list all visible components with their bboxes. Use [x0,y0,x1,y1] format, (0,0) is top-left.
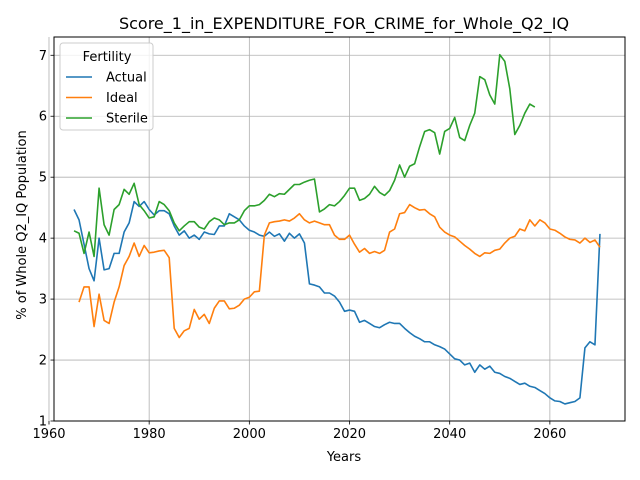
x-axis-label: Years [326,450,362,465]
y-tick-label: 7 [39,49,47,64]
x-axis-ticks: 1960 1980 2000 2020 2040 2060 [32,421,566,442]
y-tick-label: 3 [39,293,47,308]
x-tick-label: 2000 [233,427,266,442]
series-lines [73,53,601,405]
x-tick-label: 2060 [533,427,566,442]
x-tick-label: 2020 [333,427,366,442]
series-line-actual [73,200,601,405]
y-tick-label: 1 [39,415,47,430]
x-tick-label: 1960 [32,427,65,442]
plot-frame [53,36,626,422]
y-axis-ticks: 1 2 3 4 5 6 7 [39,49,54,430]
x-tick-label: 2040 [433,427,466,442]
chart-title: Score_1_in_EXPENDITURE_FOR_CRIME_for_Who… [119,14,569,34]
legend-label-sterile: Sterile [106,112,148,127]
x-tick-label: 1980 [133,427,166,442]
series-line-ideal [78,203,601,339]
grid [48,37,625,422]
legend-label-ideal: Ideal [106,91,138,106]
legend-label-actual: Actual [106,71,147,86]
y-tick-label: 6 [39,110,47,125]
series-line-sterile [73,53,536,258]
y-tick-label: 4 [39,232,47,247]
legend-title: Fertility [83,50,132,65]
legend-box [59,42,154,131]
y-tick-label: 2 [39,354,47,369]
y-axis-label: % of Whole Q2_IQ Population [15,130,30,319]
y-tick-label: 5 [39,171,47,186]
legend: Fertility Actual Ideal Sterile [59,42,154,131]
